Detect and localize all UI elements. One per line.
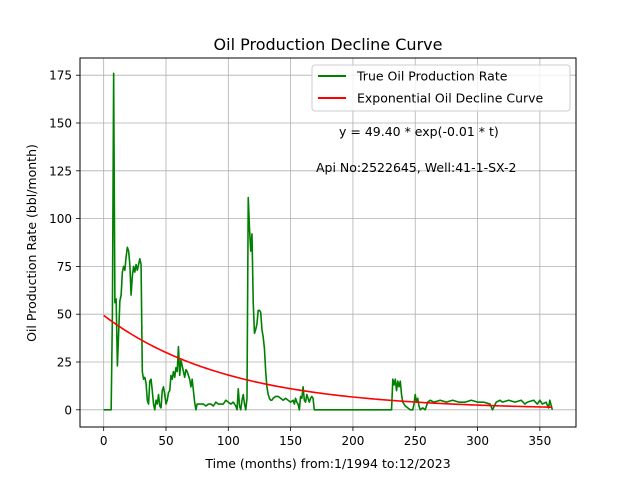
legend-label-decline-curve: Exponential Oil Decline Curve [357, 91, 544, 106]
y-tick-label: 50 [57, 308, 72, 322]
legend-label-true-rate: True Oil Production Rate [356, 69, 508, 84]
x-tick-label: 100 [217, 434, 240, 448]
legend: True Oil Production Rate Exponential Oil… [311, 64, 571, 112]
y-tick-label: 0 [64, 403, 72, 417]
x-tick-label: 200 [341, 434, 364, 448]
well-annotation: Api No:2522645, Well:41-1-SX-2 [316, 160, 516, 175]
x-tick-label: 350 [528, 434, 551, 448]
y-tick-label: 150 [49, 117, 72, 131]
x-tick-label: 0 [100, 434, 108, 448]
x-tick-label: 150 [279, 434, 302, 448]
x-axis-label: Time (months) from:1/1994 to:12/2023 [204, 456, 450, 471]
equation-annotation: y = 49.40 * exp(-0.01 * t) [339, 124, 499, 139]
plot-frame [79, 57, 577, 428]
chart-title: Oil Production Decline Curve [214, 35, 443, 54]
grid-lines [80, 58, 576, 427]
series-layer [103, 72, 554, 411]
y-tick-label: 125 [49, 164, 72, 178]
annotations: y = 49.40 * exp(-0.01 * t) Api No:252264… [316, 124, 516, 175]
x-tick-label: 50 [158, 434, 173, 448]
y-axis-label: Oil Production Rate (bbl/month) [24, 144, 39, 342]
series-line-decline-curve [103, 314, 553, 409]
x-tick-label: 250 [404, 434, 427, 448]
y-tick-label: 175 [49, 69, 72, 83]
x-tick-label: 300 [466, 434, 489, 448]
y-tick-label: 100 [49, 212, 72, 226]
y-tick-label: 75 [57, 260, 72, 274]
y-tick-label: 25 [57, 355, 72, 369]
legend-box [311, 64, 571, 112]
axis-ticks: 0 50 100 150 200 250 300 350 0 25 50 75 100 125 150 175 [49, 69, 551, 448]
